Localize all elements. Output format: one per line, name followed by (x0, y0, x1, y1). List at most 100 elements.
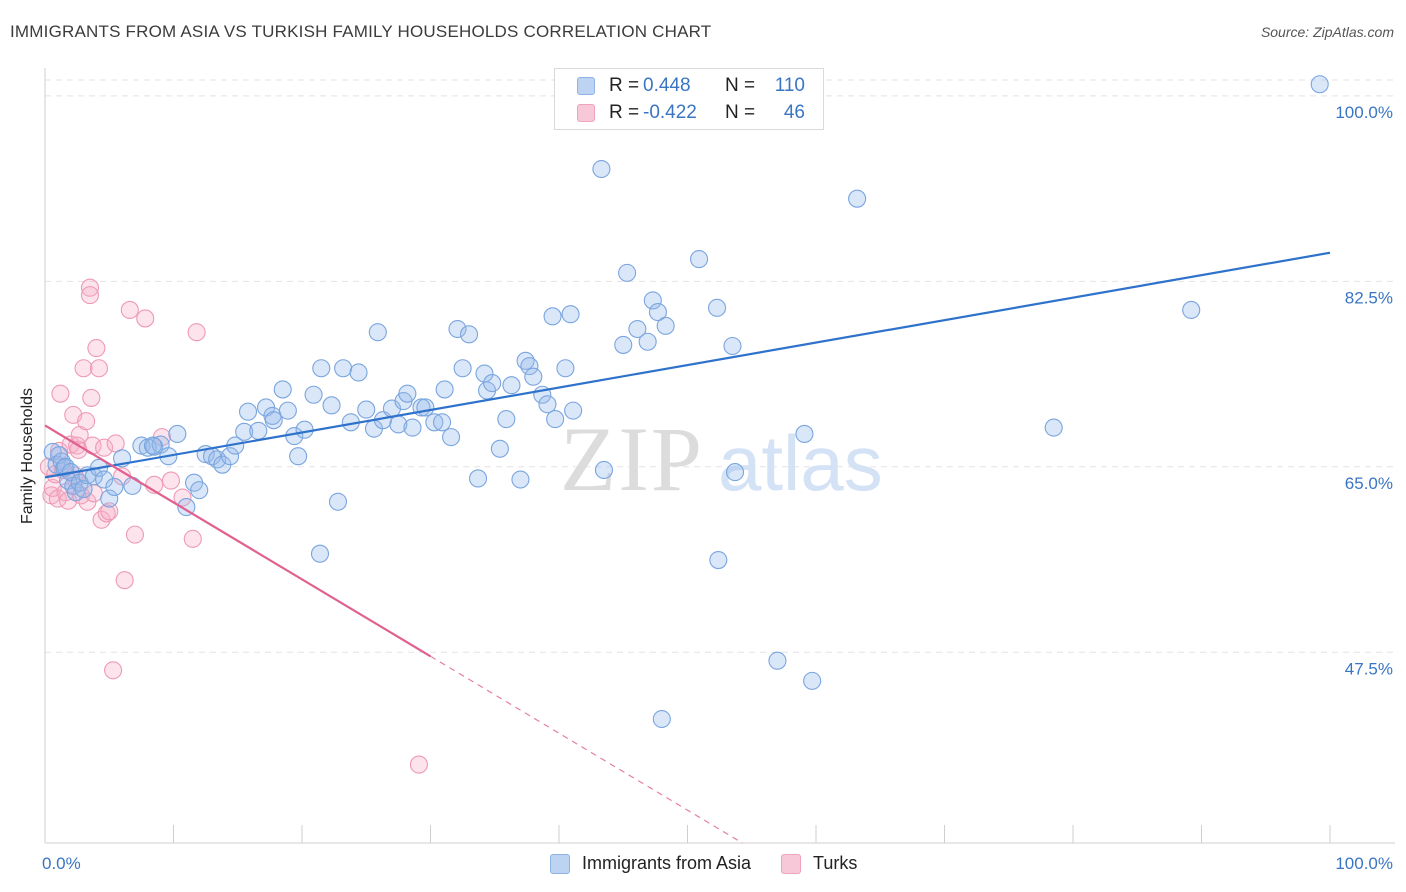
turks-trend-line (44, 424, 432, 658)
turks-data-point (74, 359, 93, 378)
asia-data-point (643, 291, 662, 310)
asia-data-point (656, 316, 675, 335)
asia-data-point (264, 411, 283, 430)
watermark: ZIP atlas (560, 408, 883, 510)
asia-data-point (304, 385, 323, 404)
asia-data-point (349, 363, 368, 382)
turks-data-point (125, 525, 144, 544)
turks-data-point (87, 339, 106, 358)
legend-swatch-asia (577, 77, 595, 95)
y-tick-label: 100.0% (1335, 103, 1393, 122)
asia-data-point (561, 305, 580, 324)
asia-data-point (100, 489, 119, 508)
asia-trend-line (44, 251, 1331, 479)
turks-data-point (115, 571, 134, 590)
y-tick-label: 65.0% (1345, 474, 1393, 493)
y-tick-label: 82.5% (1345, 288, 1393, 307)
series-legend: Immigrants from Asia Turks (550, 853, 887, 874)
series-immigrants-from-asia (43, 74, 1329, 729)
asia-data-point (278, 401, 297, 420)
asia-data-point (425, 413, 444, 432)
turks-data-point (95, 438, 114, 457)
asia-data-point (803, 671, 822, 690)
tick-labels: 47.5% 65.0% 82.5% 100.0% 0.0% 100.0% (42, 103, 1393, 873)
legend-swatch-turks (781, 853, 802, 874)
asia-data-point (403, 418, 422, 437)
asia-data-point (490, 439, 509, 458)
asia-data-point (123, 476, 142, 495)
asia-data-point (848, 189, 867, 208)
asia-data-point (468, 469, 488, 488)
turks-data-point (51, 384, 70, 403)
asia-data-point (708, 298, 727, 317)
asia-data-point (618, 263, 637, 282)
legend-n-value: 46 (783, 102, 805, 123)
asia-data-point (502, 376, 521, 395)
asia-data-point (1310, 75, 1329, 94)
asia-data-point (690, 250, 709, 269)
turks-data-point (409, 755, 428, 774)
turks-data-point (120, 300, 139, 320)
turks-data-point (100, 502, 119, 521)
legend-label-turks: Turks (813, 853, 858, 873)
asia-data-point (310, 544, 330, 563)
chart-title: IMMIGRANTS FROM ASIA VS TURKISH FAMILY H… (10, 22, 712, 41)
legend-r-value: -0.422 (643, 102, 697, 123)
asia-data-point (520, 357, 539, 376)
legend-label-asia: Immigrants from Asia (582, 853, 752, 873)
correlation-legend: R = 0.448 N = 110 R = -0.422 N = 46 (554, 68, 824, 130)
turks-data-point (161, 471, 180, 490)
asia-data-point (594, 460, 614, 480)
turks-data-point (183, 529, 202, 548)
asia-data-point (168, 424, 187, 443)
asia-data-point (592, 159, 611, 179)
asia-data-point (442, 428, 461, 447)
turks-data-point (187, 323, 206, 342)
asia-data-point (795, 424, 814, 443)
asia-data-point (56, 457, 75, 476)
asia-data-point (768, 651, 787, 670)
asia-data-point (74, 480, 93, 499)
legend-item-asia[interactable]: Immigrants from Asia (550, 853, 751, 874)
asia-data-point (235, 422, 254, 441)
asia-data-point (453, 359, 472, 378)
asia-data-point (723, 336, 742, 356)
asia-data-point (709, 551, 728, 570)
legend-n-label: N = (725, 75, 756, 96)
x-tick-label: 0.0% (42, 854, 81, 873)
asia-data-point (1044, 418, 1063, 437)
asia-data-point (312, 359, 331, 378)
asia-data-point (105, 477, 124, 496)
asia-data-point (398, 384, 417, 403)
legend-r-value: 0.448 (643, 75, 691, 96)
asia-data-point (295, 420, 314, 439)
asia-data-point (190, 481, 209, 500)
turks-data-point (104, 661, 123, 680)
asia-data-point (614, 335, 633, 354)
asia-data-point (357, 400, 376, 419)
asia-data-point (177, 498, 196, 517)
legend-r-label: R = (609, 75, 640, 96)
asia-data-point (433, 413, 452, 432)
asia-data-point (220, 447, 240, 466)
asia-data-point (448, 319, 467, 339)
y-tick-label: 47.5% (1345, 659, 1393, 678)
asia-data-point (628, 319, 647, 339)
series-turks (39, 278, 428, 774)
asia-data-point (648, 303, 667, 322)
asia-data-point (638, 332, 657, 351)
asia-data-point (556, 359, 575, 378)
asia-data-point (459, 325, 479, 344)
asia-data-point (725, 463, 745, 482)
asia-data-point (289, 447, 308, 466)
asia-data-point (95, 470, 114, 489)
asia-data-point (546, 410, 565, 429)
legend-swatch-asia (550, 853, 570, 874)
asia-data-point (143, 436, 162, 455)
source-label: Source: ZipAtlas.com (1260, 24, 1394, 40)
turks-data-point (80, 286, 100, 305)
asia-data-point (273, 380, 292, 399)
legend-item-turks[interactable]: Turks (781, 853, 857, 874)
asia-data-point (652, 709, 671, 729)
trend-lines (44, 251, 1331, 844)
